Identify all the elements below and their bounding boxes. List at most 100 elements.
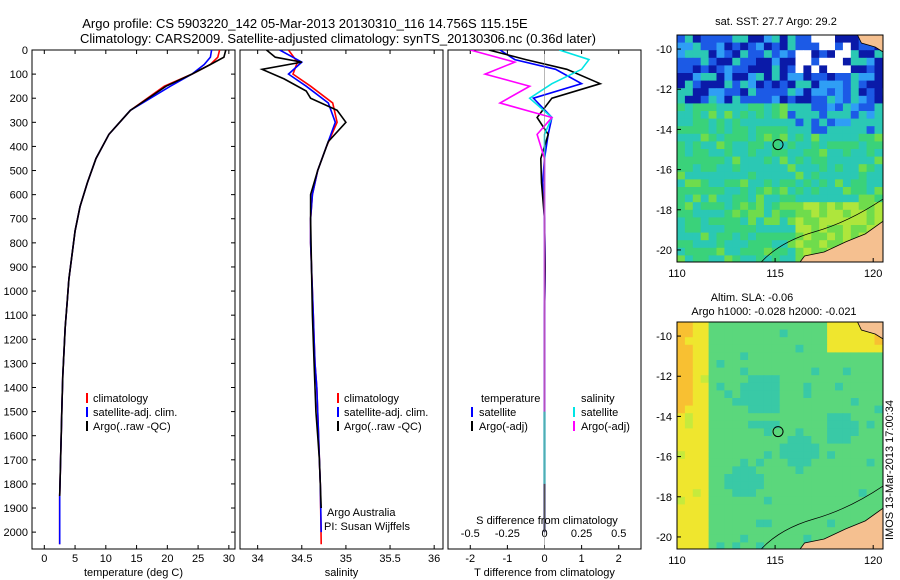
map-cell [732,337,741,346]
map-cell [756,375,765,384]
map-cell [858,390,867,399]
map-cell [677,534,686,543]
sla-map-title-1: Altim. SLA: -0.06 [711,292,794,304]
map-cell [779,398,788,406]
map-cell [732,80,741,89]
map-cell [835,225,844,233]
map-cell [724,443,733,452]
map-cell [882,111,883,119]
map-cell [771,496,781,505]
map-cell [708,95,717,104]
legend-swatch-argo [86,421,88,431]
map-cell [882,57,883,66]
map-cell [732,413,741,422]
map-cell [748,504,757,513]
map-cell [763,171,773,180]
map-cell [763,443,773,452]
map-cell [866,202,875,211]
map-cell [771,375,781,384]
map-cell [740,534,749,543]
map-cell [692,57,702,66]
map-cell [732,382,741,391]
map-cell [882,103,883,112]
map-cell [850,322,860,330]
map-cell [795,42,804,51]
map-cell [819,481,828,490]
map-cell [858,187,867,195]
map-cell [732,42,741,51]
map-cell [700,436,709,444]
map-cell [819,527,828,536]
map-cell [756,360,765,368]
map-cell [771,202,781,211]
map-cell [700,209,709,218]
map-cell [858,88,867,97]
map-cell [771,398,781,406]
map-cell [771,65,781,74]
map-cell [724,474,733,482]
map-cell [692,360,702,368]
map-cell [756,466,765,475]
map-cell [842,337,852,346]
map-cell [787,179,796,188]
map-cell [874,413,883,422]
difference-panel: -2 -1 0 1 2T difference from climatology-0.5… [447,49,642,579]
map-cell [850,329,860,338]
map-cell [677,111,686,119]
map-cell [708,352,717,361]
map-cell [740,344,749,353]
map-cell [677,65,686,74]
map-cell [740,164,749,173]
map-cell [850,141,860,150]
map-cell [842,398,852,406]
map-cell [708,194,717,203]
map-cell [763,255,773,262]
map-cell [779,360,788,368]
y-tick-label: 1300 [4,358,28,370]
map-cell [684,436,694,444]
map-cell [740,360,749,368]
map-cell [842,375,852,384]
map-cell [677,80,686,89]
map-cell [882,352,883,361]
legend-title-temperature: temperature [481,393,540,405]
map-cell [677,232,686,241]
map-cell [803,329,812,338]
map-cell [866,474,875,482]
map-cell [795,57,804,66]
map-cell [779,519,788,528]
map-cell [866,209,875,218]
map-cell [684,443,694,452]
map-cell [827,240,836,249]
map-cell [692,375,702,384]
y-tick-label: -12 [656,371,672,383]
map-cell [724,126,733,135]
map-cell [692,209,702,218]
map-cell [827,474,836,482]
sst-map: 110 115 120-10-12-14-16-18-20 [656,34,884,280]
map-cell [866,352,875,361]
map-cell [756,255,765,262]
map-cell [827,382,836,391]
map-cell [724,382,733,391]
map-cell [732,126,741,135]
map-cell [708,451,717,460]
map-cell [874,80,883,89]
map-cell [850,209,860,218]
map-cell [811,344,820,353]
map-cell [724,194,733,203]
map-cell [842,202,852,211]
map-cell [787,322,796,330]
map-cell [700,141,709,150]
map-cell [771,103,781,112]
y-tick-label: 400 [10,141,28,153]
map-cell [748,360,757,368]
map-cell [748,337,757,346]
map-cell [677,443,686,452]
map-cell [700,481,709,490]
map-cell [740,512,749,520]
map-cell [684,390,694,399]
map-cell [819,118,828,127]
map-cell [803,398,812,406]
map-cell [819,80,828,89]
